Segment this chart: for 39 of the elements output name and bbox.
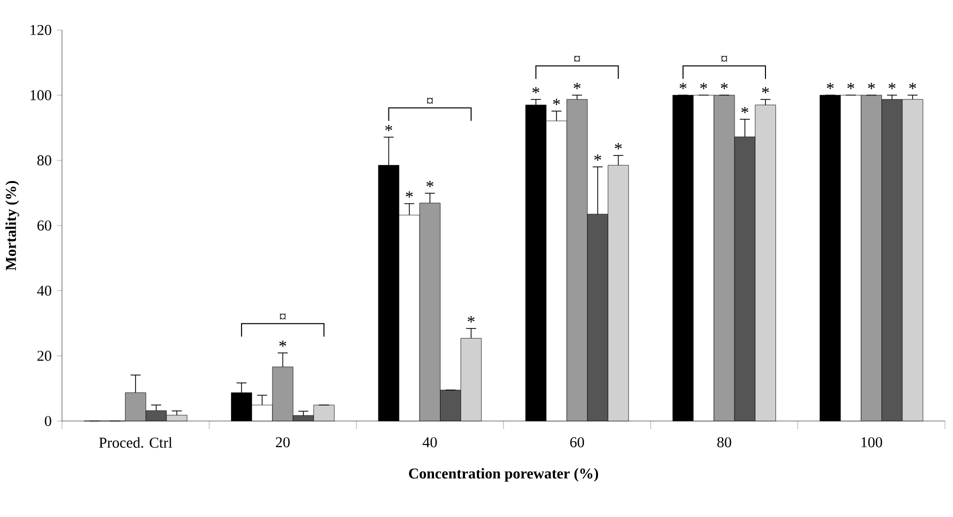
y-axis-title: Mortality (%) [5, 180, 20, 270]
data-label: * [614, 143, 622, 150]
data-label: * [888, 82, 896, 90]
y-tick-label: 0 [44, 416, 52, 426]
x-tick-label: Proced. Ctrl [99, 437, 172, 448]
x-tick-label: 80 [717, 437, 732, 448]
data-label: * [532, 87, 540, 94]
data-label: * [909, 82, 916, 90]
data-label: * [868, 82, 875, 90]
data-label: * [553, 98, 560, 106]
y-tick-label: 100 [30, 90, 52, 100]
y-tick-label: 80 [37, 155, 52, 166]
data-label: * [574, 82, 581, 90]
data-label: * [762, 87, 769, 94]
annotation: ¤ [280, 313, 286, 320]
data-label: * [468, 316, 475, 322]
x-axis-title: Concentration porewater (%) [408, 468, 598, 482]
x-tick-label: 20 [276, 437, 290, 448]
y-tick-label: 40 [37, 286, 52, 296]
data-label: * [720, 82, 728, 90]
annotation: ¤ [721, 56, 728, 62]
annotation: ¤ [426, 98, 433, 104]
y-tick-label: 120 [30, 24, 52, 36]
data-label: * [385, 124, 392, 132]
x-tick-label: 40 [422, 437, 437, 448]
data-label: * [279, 340, 286, 347]
data-label: * [406, 191, 413, 198]
x-tick-label: 60 [570, 437, 584, 448]
data-label: * [594, 154, 602, 161]
data-label: * [680, 82, 686, 90]
data-label: * [826, 82, 834, 90]
y-tick-label: 60 [37, 220, 52, 231]
data-label: * [426, 180, 434, 188]
data-label: * [847, 82, 854, 90]
y-tick-label: 20 [37, 350, 52, 361]
annotation: ¤ [574, 56, 580, 62]
data-label: * [700, 82, 708, 90]
data-label: * [741, 106, 748, 114]
x-tick-label: 100 [861, 437, 882, 448]
